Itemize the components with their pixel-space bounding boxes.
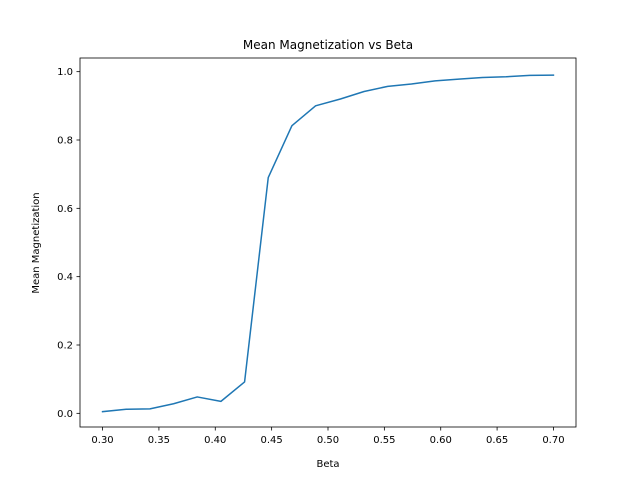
y-tick-label-3: 0.6 bbox=[57, 204, 73, 215]
x-tick-label-6: 0.60 bbox=[430, 435, 452, 446]
x-tick-label-1: 0.35 bbox=[148, 435, 170, 446]
series-line-0 bbox=[101, 74, 555, 413]
y-tick-label-1: 0.2 bbox=[57, 341, 73, 352]
x-tick-label-4: 0.50 bbox=[317, 435, 339, 446]
y-tick-label-4: 0.8 bbox=[57, 136, 73, 147]
x-tick-label-7: 0.65 bbox=[486, 435, 508, 446]
y-axis-label: Mean Magnetization bbox=[31, 192, 42, 293]
y-tick-label-5: 1.0 bbox=[57, 67, 73, 78]
x-tick-label-2: 0.40 bbox=[204, 435, 226, 446]
x-axis-label: Beta bbox=[316, 459, 339, 470]
y-tick-label-0: 0.0 bbox=[57, 409, 73, 420]
plot-area: 0.30 0.35 0.40 0.45 0.50 0.55 0.60 0.65 0.70 0.0 0… bbox=[57, 57, 577, 446]
x-tick-label-3: 0.45 bbox=[261, 435, 283, 446]
chart-title: Mean Magnetization vs Beta bbox=[243, 38, 413, 52]
x-tick-label-8: 0.70 bbox=[542, 435, 564, 446]
x-tick-label-0: 0.30 bbox=[91, 435, 113, 446]
x-tick-label-5: 0.55 bbox=[373, 435, 395, 446]
y-tick-label-2: 0.4 bbox=[57, 272, 73, 283]
